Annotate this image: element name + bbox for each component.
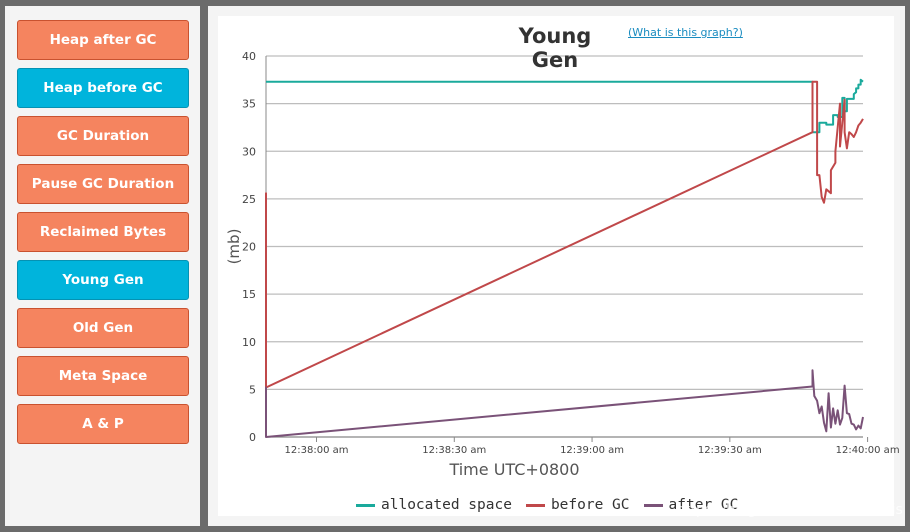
y-tick-label: 0 xyxy=(249,431,256,444)
y-tick-label: 15 xyxy=(242,288,256,301)
legend-item[interactable]: before GC xyxy=(525,497,630,513)
series-line-after-gc xyxy=(265,369,864,438)
legend-swatch xyxy=(356,503,375,507)
sidebar-button-reclaimed-bytes[interactable]: Reclaimed Bytes xyxy=(17,212,189,252)
y-tick-label: 5 xyxy=(249,383,256,396)
x-tick-label: 12:40:00 am xyxy=(836,445,900,456)
sidebar-button-heap-after-gc[interactable]: Heap after GC xyxy=(17,20,189,60)
x-tick-label: 12:39:30 am xyxy=(698,445,762,456)
legend-swatch xyxy=(643,503,663,507)
legend-label: allocated space xyxy=(381,497,512,513)
sidebar-button-old-gen[interactable]: Old Gen xyxy=(17,308,189,348)
sidebar-button-heap-before-gc[interactable]: Heap before GC xyxy=(17,68,189,108)
series-line-before-gc xyxy=(265,80,864,435)
y-tick-label: 40 xyxy=(242,50,256,63)
legend-label: before GC xyxy=(550,497,630,513)
sidebar-button-meta-space[interactable]: Meta Space xyxy=(17,356,189,396)
chart-panel xyxy=(208,6,905,526)
x-tick-label: 12:39:00 am xyxy=(560,445,624,456)
y-tick-label: 30 xyxy=(242,145,256,158)
x-axis-label: Time UTC+0800 xyxy=(448,460,579,479)
sidebar: Heap after GC Heap before GC GC Duration Pa… xyxy=(5,6,200,526)
y-tick-label: 25 xyxy=(242,193,256,206)
chart-title: Young Gen xyxy=(518,24,592,72)
legend-item[interactable]: allocated space xyxy=(356,497,512,513)
y-tick-label: 10 xyxy=(242,336,256,349)
plot-background xyxy=(218,16,894,516)
watermark: https://blog.csdn.net/CoderBruis xyxy=(676,502,903,518)
y-tick-label: 20 xyxy=(242,241,256,254)
x-tick-label: 12:38:30 am xyxy=(422,445,486,456)
series-line-allocated-space xyxy=(266,78,864,134)
sidebar-button-young-gen[interactable]: Young Gen xyxy=(17,260,189,300)
sidebar-button-pause-gc-duration[interactable]: Pause GC Duration xyxy=(17,164,189,204)
sidebar-button-a-p[interactable]: A & P xyxy=(17,404,189,444)
y-tick-label: 35 xyxy=(242,98,256,111)
legend-swatch xyxy=(525,503,545,507)
chart-legend: allocated space before GC after GC xyxy=(356,495,738,515)
legend-item[interactable]: after GC xyxy=(643,497,739,513)
legend-label: after GC xyxy=(668,497,739,513)
y-axis-label: (mb) xyxy=(225,229,243,265)
sidebar-button-gc-duration[interactable]: GC Duration xyxy=(17,116,189,156)
x-tick-label: 12:38:00 am xyxy=(285,445,349,456)
what-is-this-graph-link[interactable]: (What is this graph?) xyxy=(628,26,743,39)
